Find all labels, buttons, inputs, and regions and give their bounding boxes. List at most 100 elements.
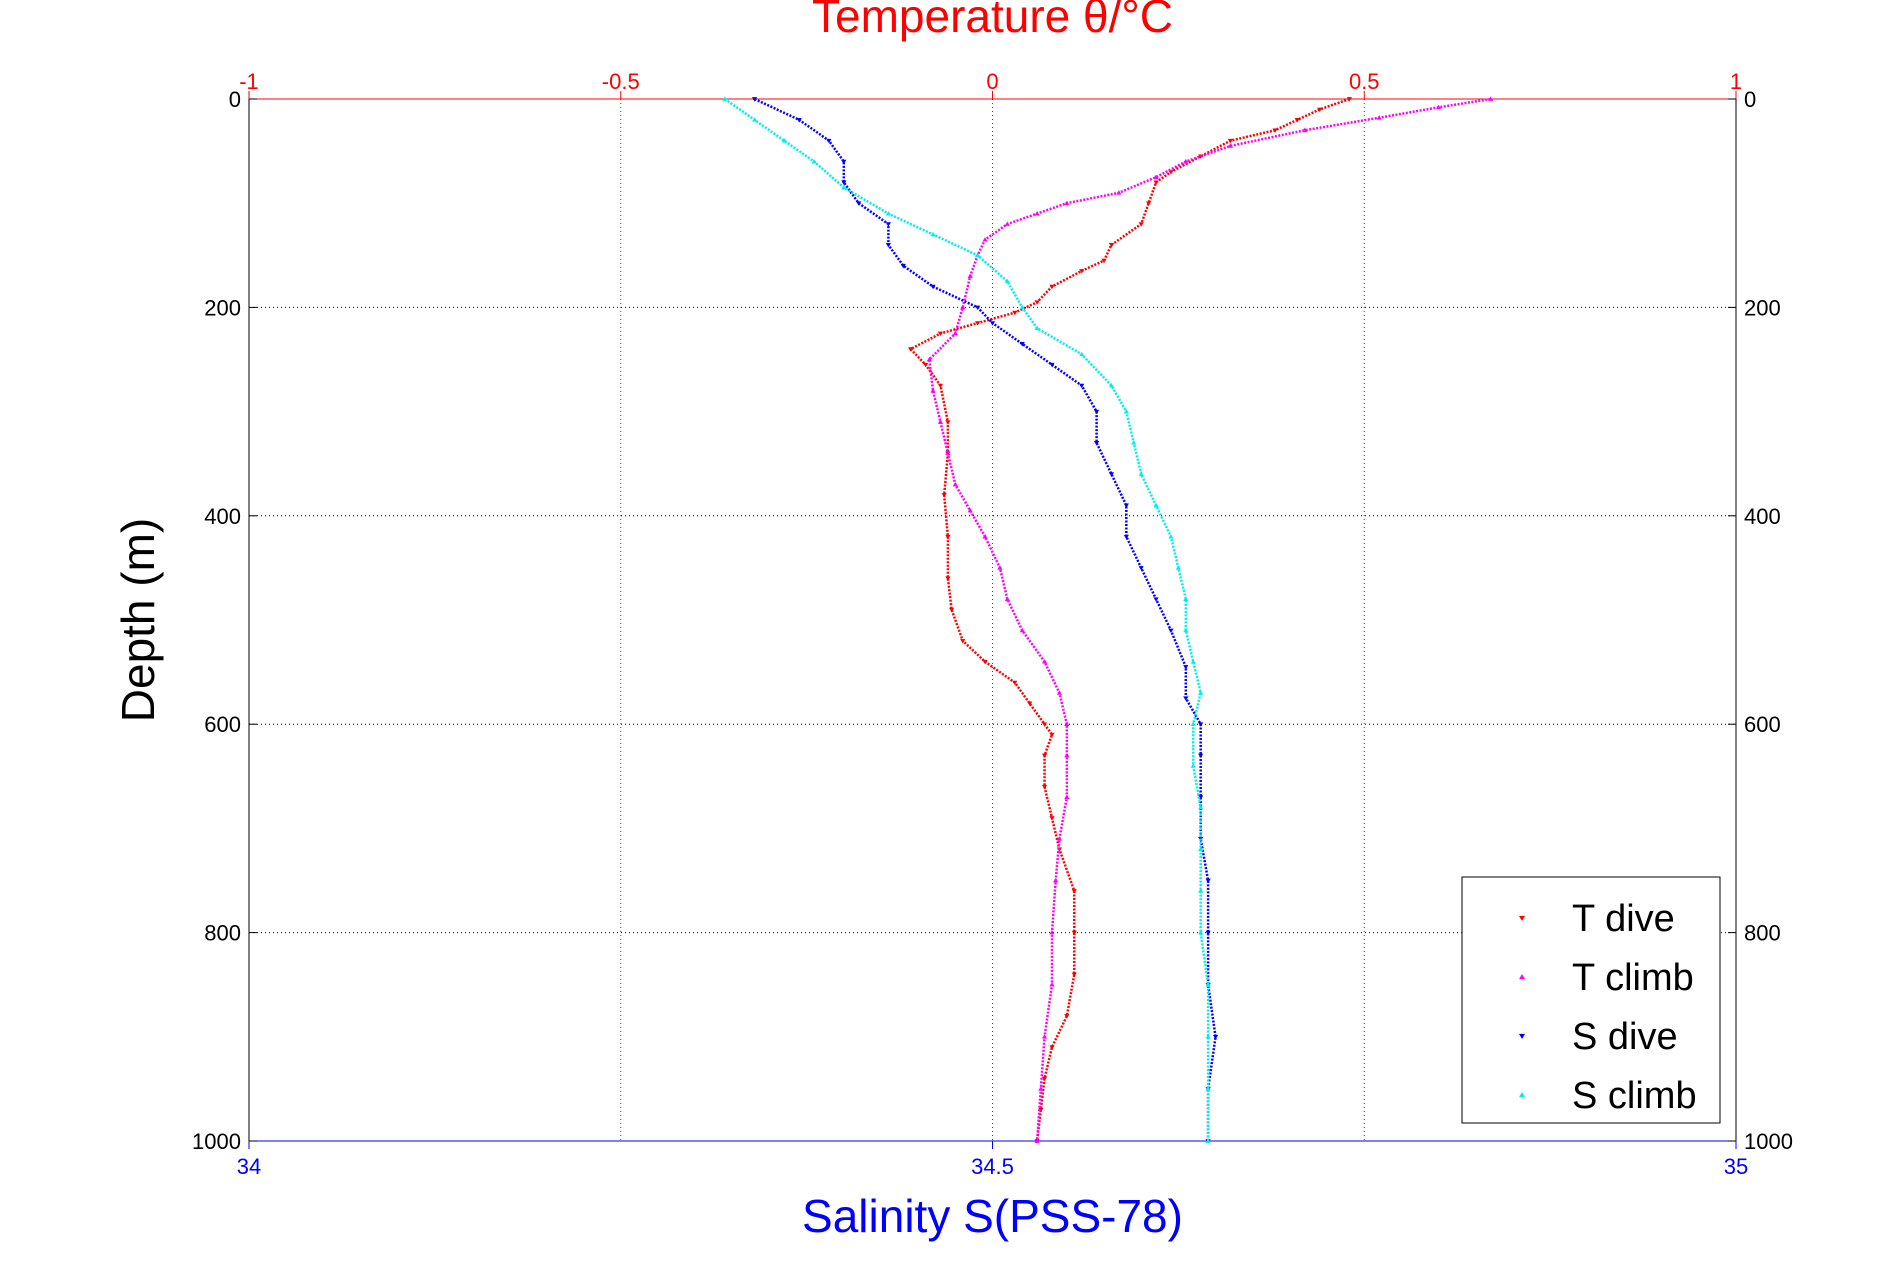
legend-entry: T climb bbox=[1572, 957, 1694, 999]
data-point bbox=[1056, 836, 1063, 841]
top-tick-label: -1 bbox=[239, 69, 259, 94]
data-point bbox=[1302, 127, 1308, 133]
data-point bbox=[945, 576, 951, 581]
data-point bbox=[1346, 97, 1352, 102]
y-tick-label-right: 1000 bbox=[1744, 1129, 1793, 1154]
ticks: -1 -0.5 0 0.5 1 34 34.5 35 0 0 200 200 400 400 600 600 8… bbox=[192, 69, 1793, 1179]
y-tick-label-left: 0 bbox=[229, 87, 241, 112]
data-point bbox=[1153, 180, 1159, 185]
legend-marker bbox=[1519, 1092, 1525, 1098]
y-tick-label-right: 600 bbox=[1744, 712, 1781, 737]
y-tick-label-right: 0 bbox=[1744, 87, 1756, 112]
data-point bbox=[1004, 221, 1010, 226]
data-point bbox=[1034, 1138, 1040, 1143]
data-point bbox=[930, 231, 936, 237]
data-point bbox=[1146, 201, 1152, 206]
data-point bbox=[1116, 190, 1122, 195]
data-point bbox=[722, 96, 728, 101]
data-point bbox=[1183, 627, 1189, 633]
data-point bbox=[1093, 409, 1100, 415]
data-point bbox=[1049, 982, 1055, 987]
data-point bbox=[751, 117, 758, 122]
bottom-axis-title: Salinity S(PSS-78) bbox=[802, 1190, 1183, 1242]
data-point bbox=[967, 273, 973, 278]
legend: T dive T climb S dive S climb bbox=[1461, 876, 1721, 1124]
data-point bbox=[1041, 753, 1048, 759]
data-point bbox=[908, 347, 914, 352]
data-point bbox=[960, 639, 966, 644]
data-point bbox=[1056, 690, 1063, 695]
data-point bbox=[1317, 107, 1323, 113]
data-point bbox=[1376, 115, 1382, 120]
data-point bbox=[826, 138, 832, 144]
data-point bbox=[885, 243, 892, 248]
data-point bbox=[1123, 534, 1129, 540]
data-point bbox=[1183, 696, 1189, 701]
data-point bbox=[1183, 665, 1189, 670]
top-tick-label: 1 bbox=[1730, 69, 1742, 94]
data-point bbox=[1138, 471, 1144, 476]
y-tick-label-left: 600 bbox=[204, 712, 241, 737]
data-point bbox=[937, 419, 944, 424]
data-point bbox=[1205, 930, 1211, 936]
data-point bbox=[941, 493, 947, 498]
data-point bbox=[1294, 118, 1300, 123]
data-point bbox=[1190, 659, 1196, 664]
data-point bbox=[960, 304, 966, 310]
y-tick-label-right: 400 bbox=[1744, 504, 1781, 529]
data-point bbox=[982, 659, 988, 665]
data-point bbox=[1205, 1034, 1211, 1039]
data-point bbox=[1198, 690, 1204, 695]
data-point bbox=[1153, 502, 1159, 508]
legend-box bbox=[1461, 876, 1721, 1124]
data-point bbox=[841, 159, 847, 165]
data-point bbox=[982, 534, 988, 539]
data-point bbox=[982, 237, 988, 242]
bottom-tick-label: 34 bbox=[237, 1154, 261, 1179]
data-point bbox=[885, 211, 892, 216]
data-point bbox=[1101, 258, 1107, 264]
data-point bbox=[1488, 96, 1494, 101]
y-tick-label-left: 1000 bbox=[192, 1129, 241, 1154]
data-point bbox=[1198, 722, 1204, 727]
data-point bbox=[1168, 534, 1174, 539]
data-point bbox=[1175, 565, 1181, 570]
data-point bbox=[1034, 300, 1040, 305]
data-point bbox=[1153, 174, 1159, 179]
data-point bbox=[1038, 1107, 1044, 1113]
data-point bbox=[1053, 877, 1059, 883]
data-point bbox=[1019, 342, 1025, 347]
data-point bbox=[1004, 596, 1010, 601]
data-point bbox=[1198, 888, 1204, 893]
data-point bbox=[1205, 1086, 1211, 1091]
data-point bbox=[751, 97, 758, 102]
legend-marker bbox=[1519, 915, 1525, 921]
data-point bbox=[975, 321, 981, 326]
series-group bbox=[722, 96, 1494, 1144]
data-point bbox=[856, 201, 862, 206]
data-point bbox=[1049, 362, 1055, 368]
data-point bbox=[1183, 596, 1189, 601]
y-tick-label-left: 200 bbox=[204, 295, 241, 320]
data-point bbox=[1108, 472, 1115, 477]
top-axis-title: Temperature θ/°C bbox=[812, 0, 1173, 42]
series-s-dive bbox=[751, 97, 1219, 1144]
data-point bbox=[1064, 1014, 1070, 1019]
legend-entry: S climb bbox=[1572, 1075, 1697, 1117]
data-point bbox=[989, 321, 996, 326]
data-point bbox=[1198, 795, 1204, 800]
y-tick-label-right: 800 bbox=[1744, 921, 1781, 946]
legend-entry: S dive bbox=[1572, 1016, 1678, 1058]
data-point bbox=[1079, 269, 1085, 274]
data-point bbox=[1071, 889, 1077, 894]
data-point bbox=[1138, 222, 1144, 227]
data-point bbox=[1205, 878, 1211, 884]
data-point bbox=[1272, 128, 1278, 133]
data-point bbox=[1190, 763, 1196, 768]
data-point bbox=[885, 222, 892, 227]
legend-marker bbox=[1519, 1033, 1525, 1039]
data-point bbox=[922, 362, 929, 368]
data-point bbox=[1205, 1138, 1211, 1143]
data-point bbox=[937, 383, 944, 389]
